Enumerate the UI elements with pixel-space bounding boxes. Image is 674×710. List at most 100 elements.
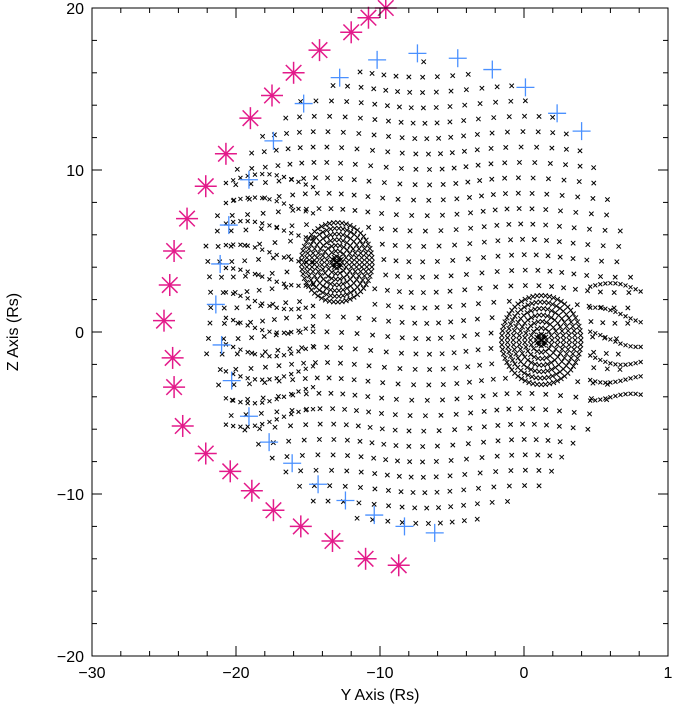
scatter-point [317,406,323,412]
scatter-point [536,467,542,473]
scatter-point [462,287,468,293]
scatter-point [508,283,514,289]
scatter-point [344,452,351,459]
scatter-point [530,175,536,181]
scatter-point [518,298,525,305]
scatter-point [259,327,265,333]
scatter-point [543,407,549,413]
scatter-point [502,191,509,197]
scatter-point [529,206,535,212]
scatter-point [310,236,316,241]
scatter-point [296,328,301,334]
scatter-point [475,347,481,353]
scatter-point [556,223,563,229]
scatter-point [378,226,385,232]
scatter-point [494,407,500,413]
scatter-point [503,144,509,150]
scatter-point [541,375,548,381]
scatter-point [379,241,385,247]
scatter-point [413,151,419,157]
scatter-point [346,250,353,257]
scatter-point [342,406,348,412]
scatter-point [449,334,455,340]
pink-asterisk-marker [262,499,285,522]
scatter-point [392,412,398,418]
scatter-point [576,351,582,357]
scatter-point [289,223,295,229]
scatter-point [344,99,350,105]
scatter-point [518,375,525,382]
scatter-point [462,102,468,108]
scatter-point [547,453,553,459]
scatter-point [230,274,236,280]
scatter-point [314,264,320,270]
scatter-point [577,148,583,154]
blue-plus-marker [239,407,258,426]
scatter-point [504,206,510,212]
scatter-point [324,257,330,263]
blue-boundary-series [206,44,591,542]
scatter-point [518,144,524,150]
scatter-point [331,287,338,294]
scatter-point [512,313,518,319]
scatter-point [422,120,428,126]
scatter-point [479,455,485,461]
scatter-point [372,470,378,477]
scatter-point [274,330,280,335]
blue-plus-marker [548,104,567,123]
scatter-point [311,113,317,119]
scatter-point [245,375,251,381]
scatter-point [267,223,272,228]
scatter-point [490,376,496,382]
scatter-point [592,330,598,336]
scatter-point [310,144,316,150]
scatter-point [288,257,294,263]
scatter-point [296,409,301,415]
scatter-point [551,317,558,323]
scatter-point [365,193,371,200]
scatter-point [638,359,643,365]
scatter-point [310,282,316,288]
scatter-point [544,191,550,197]
scatter-point [326,375,332,381]
scatter-point [229,259,235,265]
scatter-point [597,380,603,385]
scatter-point [223,422,229,427]
scatter-point [494,84,500,90]
scatter-point [393,258,399,264]
scatter-point [426,382,432,388]
scatter-point [385,118,392,124]
scatter-point [372,286,378,292]
scatter-point [383,457,389,463]
scatter-point [381,441,387,447]
scatter-point [515,190,521,196]
scatter-point [398,350,405,356]
scatter-point [218,274,225,280]
scatter-point [366,409,372,415]
scatter-point [545,437,551,444]
scatter-point [343,422,349,428]
scatter-point [284,454,290,460]
scatter-point [217,367,223,373]
scatter-point [230,344,236,350]
scatter-point [287,161,293,167]
blue-plus-marker [222,371,241,390]
scatter-point [608,280,613,286]
scatter-point [303,346,309,352]
scatter-point [521,370,528,376]
pink-asterisk-marker [161,346,184,369]
scatter-point [617,366,623,373]
scatter-point [576,323,582,330]
blue-plus-marker [336,491,355,510]
scatter-point [586,226,593,232]
scatter-point [303,208,309,214]
scatter-point [438,412,444,418]
scatter-point [399,504,405,510]
scatter-point [521,252,527,258]
scatter-point [506,298,512,304]
scatter-point [326,190,332,196]
scatter-point [386,133,392,140]
scatter-point [223,289,229,295]
y-tick-label: 0 [75,325,84,342]
scatter-point [283,315,290,321]
